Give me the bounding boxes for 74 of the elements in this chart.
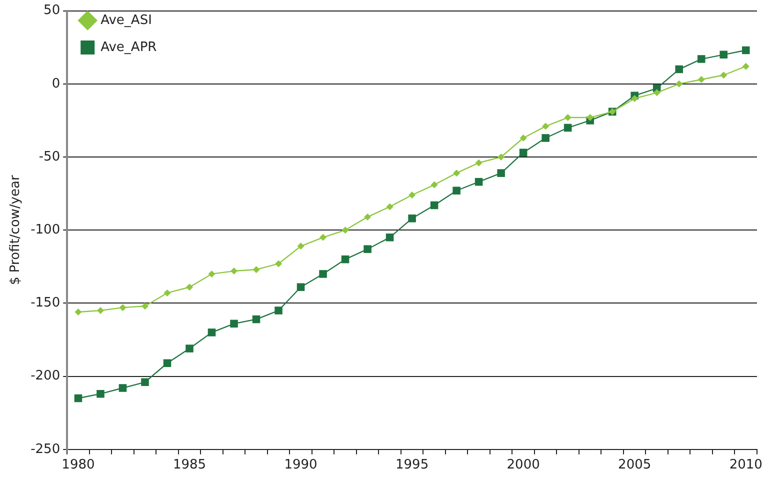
- point: [342, 226, 349, 234]
- point: [675, 65, 683, 74]
- point: [96, 307, 104, 314]
- point: [430, 181, 438, 188]
- point: [252, 266, 260, 274]
- x-tick-label: 2000: [506, 458, 540, 473]
- point: [564, 124, 572, 132]
- point: [452, 186, 460, 195]
- point: [698, 76, 705, 84]
- point: [408, 214, 416, 222]
- point: [163, 359, 172, 368]
- point: [186, 284, 194, 291]
- point: [742, 62, 750, 70]
- x-tick-label: 1990: [284, 458, 318, 473]
- point: [141, 378, 149, 386]
- point: [542, 134, 550, 142]
- point: [74, 394, 82, 402]
- point: [564, 114, 572, 122]
- point: [720, 50, 728, 59]
- point: [475, 159, 482, 166]
- legend-label: Ave_ASI: [100, 12, 152, 28]
- point: [474, 178, 483, 186]
- point: [364, 213, 372, 220]
- point: [164, 289, 171, 296]
- point: [430, 201, 438, 210]
- point: [74, 308, 82, 316]
- y-tick-label: -150: [30, 296, 60, 311]
- point: [586, 114, 594, 122]
- y-tick-label: -100: [30, 222, 60, 238]
- x-tick-label: 2010: [729, 458, 762, 473]
- point: [386, 203, 394, 210]
- point: [275, 260, 282, 268]
- point: [296, 283, 305, 292]
- point: [141, 302, 148, 310]
- point: [230, 320, 238, 328]
- point: [186, 344, 194, 352]
- y-tick-label: -50: [38, 149, 60, 164]
- point: [742, 46, 750, 54]
- x-tick-label: 1995: [396, 458, 429, 473]
- x-tick-label: 2005: [618, 458, 652, 473]
- point: [208, 328, 216, 336]
- point: [341, 255, 350, 264]
- point: [519, 148, 528, 157]
- point: [96, 390, 104, 398]
- point: [320, 234, 327, 241]
- point: [453, 170, 460, 177]
- point: [520, 134, 527, 142]
- legend-label: Ave_APR: [100, 40, 157, 55]
- point: [208, 270, 216, 278]
- x-tick-label: 1985: [172, 458, 206, 473]
- point: [297, 242, 304, 250]
- x-tick-label: 1980: [62, 458, 95, 473]
- point: [497, 169, 505, 177]
- point: [408, 192, 416, 199]
- point: [697, 55, 706, 63]
- point: [386, 234, 394, 242]
- point: [319, 270, 327, 278]
- point: [653, 89, 660, 96]
- point: [230, 268, 238, 275]
- point: [118, 384, 127, 392]
- y-tick-label: -250: [30, 442, 60, 457]
- point: [498, 154, 505, 160]
- point: [119, 304, 126, 312]
- y-axis-title: $ Profit/cow/year: [8, 174, 24, 286]
- point: [274, 306, 282, 314]
- y-tick-label: -200: [30, 368, 60, 384]
- y-tick-label: 0: [52, 76, 60, 92]
- point: [631, 95, 638, 102]
- y-tick-label: 50: [44, 3, 60, 18]
- point: [720, 72, 728, 79]
- point: [542, 122, 550, 130]
- point: [252, 315, 260, 324]
- point: [364, 245, 372, 253]
- point: [676, 80, 683, 88]
